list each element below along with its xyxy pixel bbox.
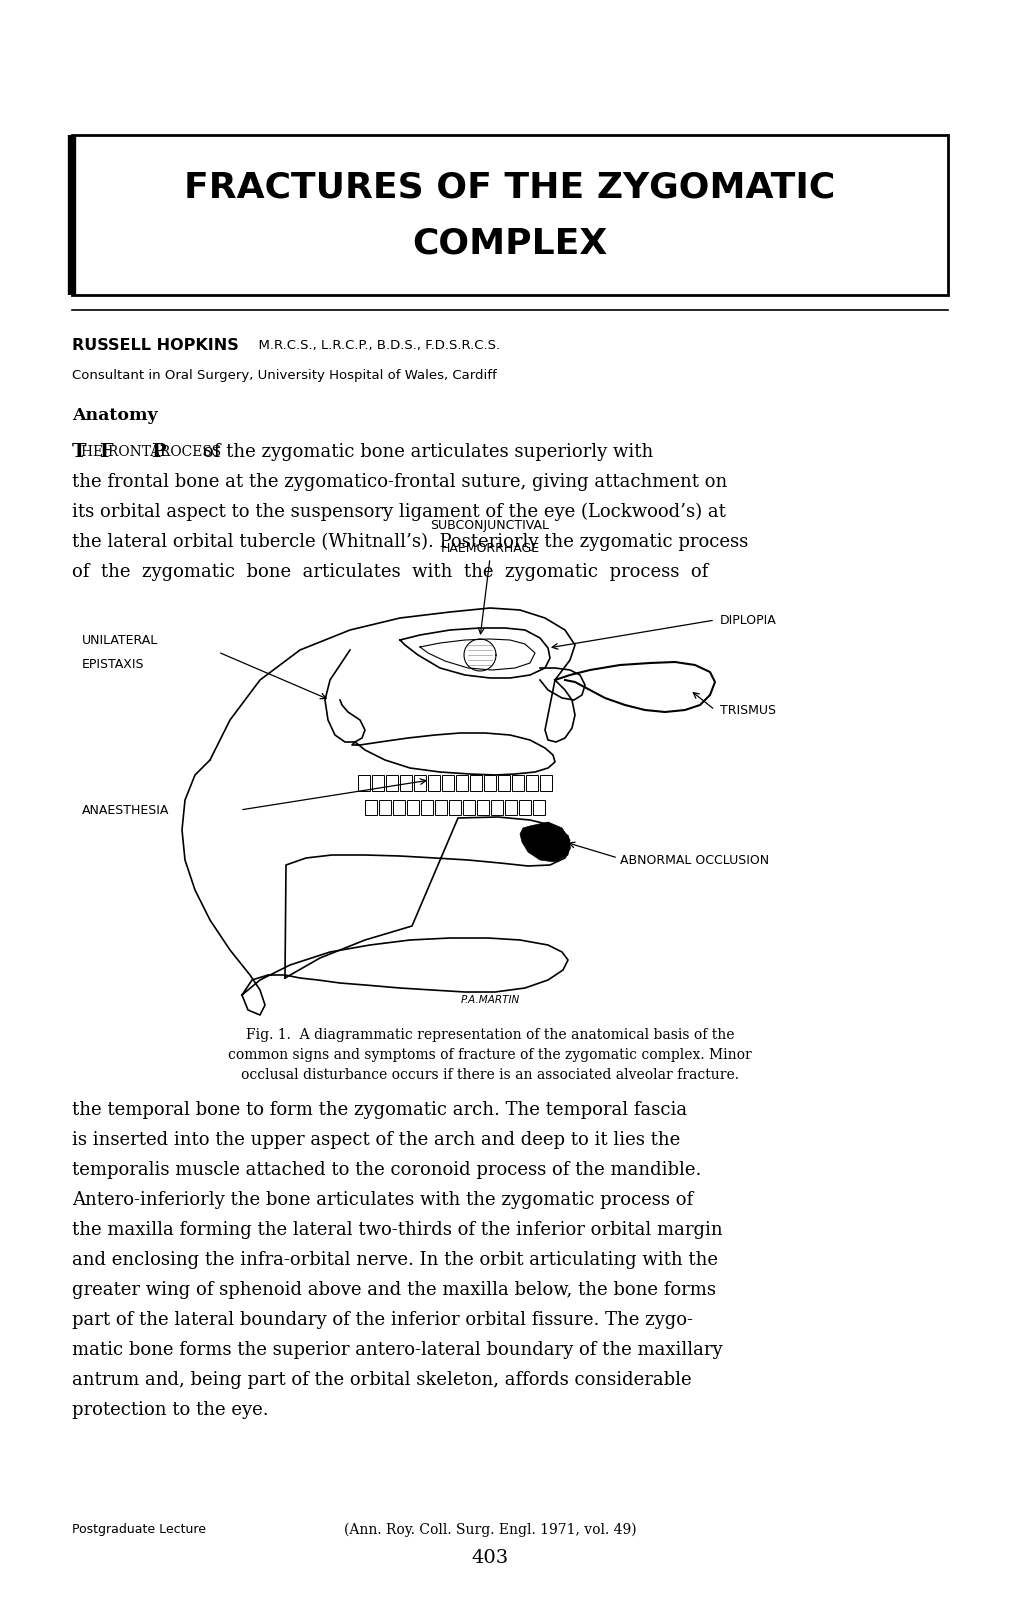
Text: the frontal bone at the zygomatico-frontal suture, giving attachment on: the frontal bone at the zygomatico-front… [72,474,727,491]
FancyBboxPatch shape [477,800,488,814]
FancyBboxPatch shape [526,774,537,790]
FancyBboxPatch shape [497,774,510,790]
FancyBboxPatch shape [484,774,495,790]
Text: RUSSELL HOPKINS: RUSSELL HOPKINS [72,338,238,352]
Text: Consultant in Oral Surgery, University Hospital of Wales, Cardiff: Consultant in Oral Surgery, University H… [72,368,496,381]
FancyBboxPatch shape [399,774,412,790]
Text: Fig. 1.  A diagrammatic representation of the anatomical basis of the: Fig. 1. A diagrammatic representation of… [246,1029,734,1042]
Text: common signs and symptoms of fracture of the zygomatic complex. Minor: common signs and symptoms of fracture of… [228,1048,751,1062]
Text: ANAESTHESIA: ANAESTHESIA [82,803,169,816]
Text: Antero-inferiorly the bone articulates with the zygomatic process of: Antero-inferiorly the bone articulates w… [72,1190,693,1210]
Text: is inserted into the upper aspect of the arch and deep to it lies the: is inserted into the upper aspect of the… [72,1131,680,1149]
FancyBboxPatch shape [434,800,446,814]
FancyBboxPatch shape [428,774,439,790]
FancyBboxPatch shape [365,800,377,814]
Text: occlusal disturbance occurs if there is an associated alveolar fracture.: occlusal disturbance occurs if there is … [240,1069,739,1082]
Text: Anatomy: Anatomy [72,406,158,424]
Text: greater wing of sphenoid above and the maxilla below, the bone forms: greater wing of sphenoid above and the m… [72,1282,715,1299]
Polygon shape [520,822,570,862]
Text: (Ann. Roy. Coll. Surg. Engl. 1971, vol. 49): (Ann. Roy. Coll. Surg. Engl. 1971, vol. … [343,1523,636,1538]
Text: and enclosing the infra-orbital nerve. In the orbit articulating with the: and enclosing the infra-orbital nerve. I… [72,1251,717,1269]
Text: 403: 403 [471,1549,508,1566]
Text: its orbital aspect to the suspensory ligament of the eye (Lockwood’s) at: its orbital aspect to the suspensory lig… [72,502,726,522]
Text: FRACTURES OF THE ZYGOMATIC: FRACTURES OF THE ZYGOMATIC [184,170,835,203]
Text: the maxilla forming the lateral two-thirds of the inferior orbital margin: the maxilla forming the lateral two-thir… [72,1221,721,1238]
Text: of the zygomatic bone articulates superiorly with: of the zygomatic bone articulates superi… [203,443,653,461]
Text: EPISTAXIS: EPISTAXIS [82,659,145,672]
FancyBboxPatch shape [392,800,405,814]
FancyBboxPatch shape [504,800,517,814]
FancyBboxPatch shape [448,800,461,814]
Text: temporalis muscle attached to the coronoid process of the mandible.: temporalis muscle attached to the corono… [72,1162,701,1179]
Text: TRISMUS: TRISMUS [719,704,775,717]
Text: the lateral orbital tubercle (Whitnall’s). Posteriorly the zygomatic process: the lateral orbital tubercle (Whitnall’s… [72,533,748,550]
Bar [72,134,947,294]
FancyBboxPatch shape [441,774,453,790]
FancyBboxPatch shape [512,774,524,790]
Text: the temporal bone to form the zygomatic arch. The temporal fascia: the temporal bone to form the zygomatic … [72,1101,687,1118]
FancyBboxPatch shape [470,774,482,790]
FancyBboxPatch shape [379,800,390,814]
Text: P: P [151,443,166,461]
FancyBboxPatch shape [490,800,502,814]
Text: ABNORMAL OCCLUSION: ABNORMAL OCCLUSION [620,853,768,867]
Text: matic bone forms the superior antero-lateral boundary of the maxillary: matic bone forms the superior antero-lat… [72,1341,721,1358]
Text: HAEMORRHAGE: HAEMORRHAGE [440,541,539,555]
Text: protection to the eye.: protection to the eye. [72,1402,268,1419]
Text: HE: HE [81,445,107,459]
Text: part of the lateral boundary of the inferior orbital fissure. The zygo-: part of the lateral boundary of the infe… [72,1310,692,1330]
Text: M.R.C.S., L.R.C.P., B.D.S., F.D.S.R.C.S.: M.R.C.S., L.R.C.P., B.D.S., F.D.S.R.C.S. [250,339,499,352]
FancyBboxPatch shape [455,774,468,790]
FancyBboxPatch shape [533,800,544,814]
FancyBboxPatch shape [385,774,397,790]
FancyBboxPatch shape [519,800,531,814]
FancyBboxPatch shape [539,774,551,790]
Text: antrum and, being part of the orbital skeleton, affords considerable: antrum and, being part of the orbital sk… [72,1371,691,1389]
Text: DIPLOPIA: DIPLOPIA [719,613,776,627]
Text: ROCESS: ROCESS [160,445,225,459]
FancyBboxPatch shape [358,774,370,790]
Text: T: T [72,443,87,461]
Text: COMPLEX: COMPLEX [412,226,607,259]
FancyBboxPatch shape [463,800,475,814]
FancyBboxPatch shape [414,774,426,790]
Text: of  the  zygomatic  bone  articulates  with  the  zygomatic  process  of: of the zygomatic bone articulates with t… [72,563,707,581]
Text: RONTAL: RONTAL [108,445,173,459]
FancyBboxPatch shape [372,774,383,790]
Text: F: F [99,443,113,461]
Text: P.A.MARTIN: P.A.MARTIN [460,995,519,1005]
Text: Postgraduate Lecture: Postgraduate Lecture [72,1523,206,1536]
FancyBboxPatch shape [421,800,433,814]
FancyBboxPatch shape [407,800,419,814]
Text: SUBCONJUNCTIVAL: SUBCONJUNCTIVAL [430,518,549,531]
Text: UNILATERAL: UNILATERAL [82,634,158,646]
